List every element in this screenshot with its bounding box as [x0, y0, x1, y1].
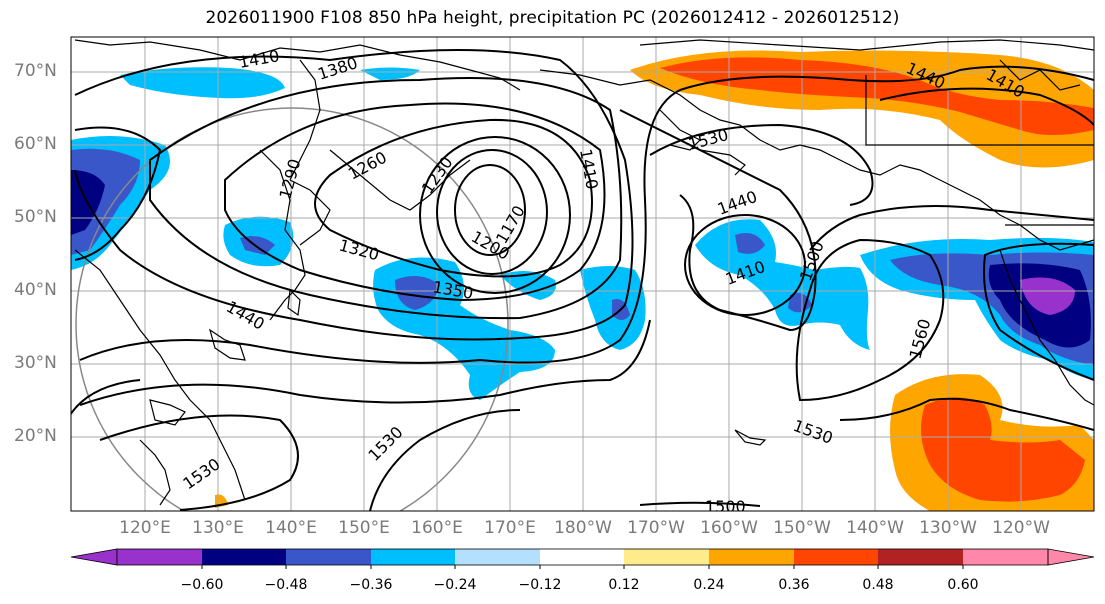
lat-label: 30°N: [14, 353, 57, 373]
map-title: 2026011900 F108 850 hPa height, precipit…: [205, 8, 900, 28]
colorbar-tick: −0.24: [433, 577, 477, 593]
colorbar-tick: 0.36: [778, 577, 810, 593]
lon-label: 160°E: [411, 518, 463, 538]
height-contours: [71, 49, 1094, 511]
lon-label: 170°W: [627, 518, 685, 538]
lon-label: 120°E: [119, 518, 171, 538]
lon-label: 150°E: [338, 518, 390, 538]
lat-label: 20°N: [14, 426, 57, 446]
colorbar-tick: −0.48: [264, 577, 308, 593]
lon-label: 180°W: [554, 518, 612, 538]
colorbar-tick: −0.12: [518, 577, 562, 593]
lon-label: 140°E: [265, 518, 317, 538]
contour-label: 1500: [705, 497, 746, 516]
lat-label: 70°N: [14, 61, 57, 81]
lon-label: 130°W: [919, 518, 977, 538]
map-frame: [70, 36, 1095, 512]
colorbar-tick: 0.12: [608, 577, 640, 593]
lon-label: 120°W: [992, 518, 1050, 538]
colorbar-tick: 0.48: [862, 577, 894, 593]
range-ring: [75, 107, 509, 511]
negative-precip-shading: [71, 67, 1094, 400]
coastlines: [74, 39, 1094, 506]
colorbar-tick: −0.60: [180, 577, 224, 593]
lon-label: 130°E: [192, 518, 244, 538]
lat-label: 50°N: [14, 207, 57, 227]
colorbar-tick: 0.60: [947, 577, 979, 593]
lon-label: 160°W: [700, 518, 758, 538]
lat-label: 60°N: [14, 134, 57, 154]
lon-label: 170°E: [484, 518, 536, 538]
colorbar-tick: 0.24: [693, 577, 725, 593]
colorbar-tick: −0.36: [349, 577, 393, 593]
lon-label: 150°W: [773, 518, 831, 538]
lat-label: 40°N: [14, 280, 57, 300]
lon-label: 140°W: [846, 518, 904, 538]
